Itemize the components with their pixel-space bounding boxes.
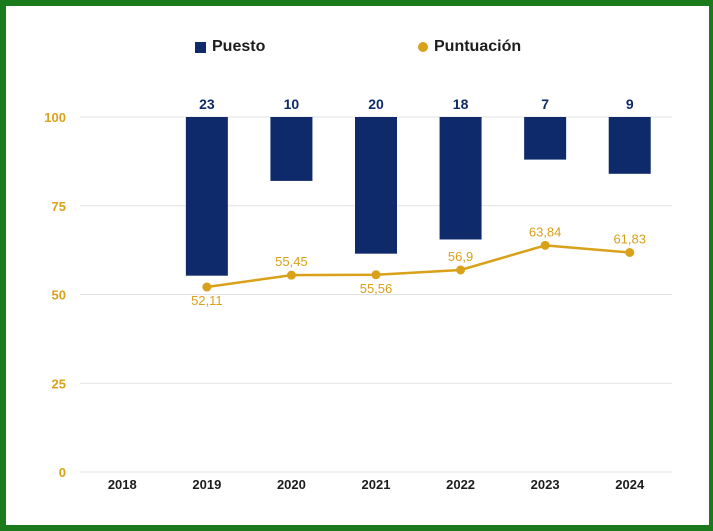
point-label-puntuacion: 56,9: [448, 249, 473, 264]
bar-label-puesto: 20: [368, 96, 384, 112]
bar-label-puesto: 10: [284, 96, 300, 112]
x-tick-label: 2022: [446, 477, 475, 492]
bar-puesto-2019: [185, 117, 228, 276]
legend: Puesto Puntuación: [0, 38, 713, 62]
y-tick-label: 0: [59, 465, 66, 480]
point-puntuacion-2023: [540, 240, 550, 250]
x-tick-label: 2021: [362, 477, 391, 492]
bar-puesto-2021: [355, 117, 397, 254]
legend-item-puntuacion: Puntuación: [418, 38, 521, 56]
point-puntuacion-2021: [371, 270, 381, 280]
bar-puesto-2020: [270, 117, 313, 181]
y-tick-label: 100: [44, 110, 66, 125]
point-label-puntuacion: 55,45: [275, 254, 308, 269]
point-label-puntuacion: 61,83: [613, 232, 646, 247]
y-tick-label: 75: [52, 199, 66, 214]
bar-label-puesto: 7: [541, 96, 549, 112]
y-tick-label: 25: [52, 376, 66, 391]
bar-puesto-2022: [439, 117, 482, 240]
point-label-puntuacion: 55,56: [360, 281, 393, 296]
point-puntuacion-2019: [202, 282, 212, 292]
x-tick-label: 2023: [531, 477, 560, 492]
bar-puesto-2023: [524, 117, 567, 160]
bar-puesto-2024: [608, 117, 651, 174]
point-puntuacion-2024: [625, 248, 635, 258]
point-label-puntuacion: 63,84: [529, 224, 562, 239]
x-tick-label: 2019: [192, 477, 221, 492]
legend-swatch-puntuacion: [418, 42, 428, 52]
line-puntuacion: [206, 244, 630, 289]
legend-item-puesto: Puesto: [195, 38, 265, 56]
bar-label-puesto: 23: [199, 96, 215, 112]
point-puntuacion-2020: [286, 270, 296, 280]
point-label-puntuacion: 52,11: [191, 293, 223, 308]
x-tick-label: 2020: [277, 477, 306, 492]
legend-label-puntuacion: Puntuación: [434, 38, 522, 55]
point-puntuacion-2022: [456, 265, 466, 275]
legend-swatch-puesto: [195, 41, 206, 53]
bar-label-puesto: 9: [626, 96, 634, 112]
x-tick-label: 2018: [108, 477, 137, 492]
legend-label-puesto: Puesto: [212, 38, 266, 55]
bar-label-puesto: 18: [453, 96, 469, 112]
x-tick-label: 2024: [615, 477, 645, 492]
y-tick-label: 50: [52, 288, 66, 303]
